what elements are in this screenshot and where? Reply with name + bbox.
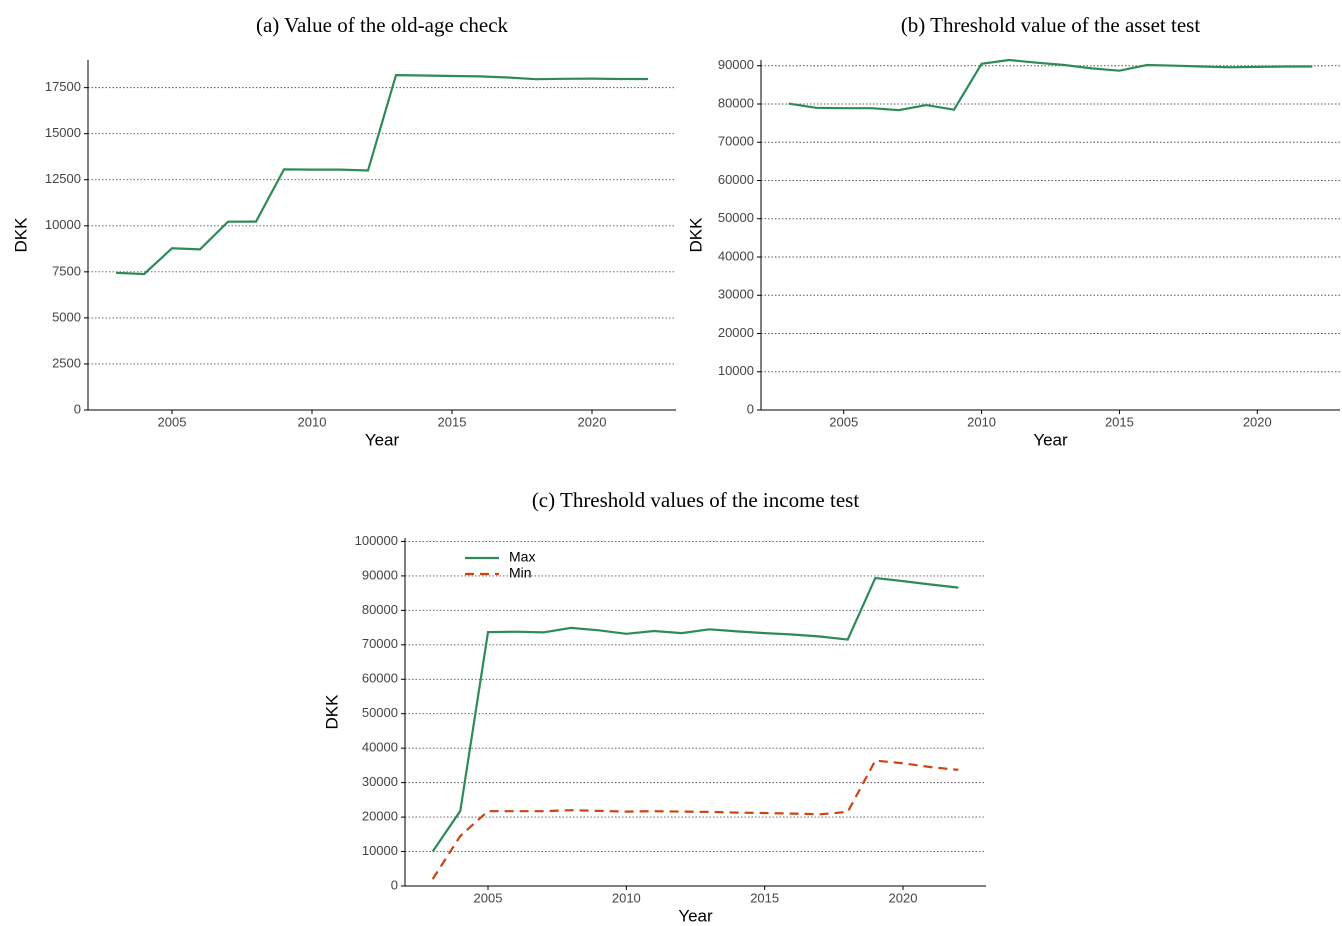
y-tick-label: 20000 (718, 325, 754, 340)
y-tick-label: 30000 (362, 774, 398, 789)
y-axis-label: DKK (322, 694, 341, 730)
x-axis-label: Year (678, 906, 713, 925)
y-tick-label: 40000 (362, 740, 398, 755)
y-tick-label: 7500 (52, 263, 81, 278)
chart-title: (a) Value of the old-age check (256, 13, 509, 37)
y-tick-label: 60000 (362, 671, 398, 686)
y-axis-label: DKK (686, 217, 705, 253)
x-tick-label: 2015 (438, 414, 467, 429)
y-tick-label: 0 (74, 401, 81, 416)
x-tick-label: 2015 (750, 890, 779, 905)
x-tick-label: 2005 (474, 890, 503, 905)
y-tick-label: 10000 (45, 217, 81, 232)
y-tick-label: 80000 (362, 602, 398, 617)
legend-label: Min (509, 565, 532, 581)
y-tick-label: 10000 (362, 843, 398, 858)
y-tick-label: 10000 (718, 363, 754, 378)
y-tick-label: 5000 (52, 309, 81, 324)
x-tick-label: 2020 (1243, 414, 1272, 429)
x-tick-label: 2020 (578, 414, 607, 429)
x-axis-label: Year (1033, 430, 1068, 449)
y-tick-label: 90000 (718, 57, 754, 72)
chart-title: (b) Threshold value of the asset test (901, 13, 1201, 37)
x-tick-label: 2010 (298, 414, 327, 429)
y-tick-label: 2500 (52, 355, 81, 370)
y-tick-label: 17500 (45, 79, 81, 94)
x-tick-label: 2005 (829, 414, 858, 429)
y-tick-label: 15000 (45, 125, 81, 140)
y-tick-label: 50000 (362, 705, 398, 720)
y-tick-label: 40000 (718, 248, 754, 263)
x-tick-label: 2010 (967, 414, 996, 429)
y-axis-label: DKK (11, 217, 30, 253)
y-tick-label: 20000 (362, 809, 398, 824)
series-line (431, 759, 959, 880)
y-tick-label: 70000 (718, 134, 754, 149)
y-tick-label: 60000 (718, 172, 754, 187)
y-tick-label: 70000 (362, 636, 398, 651)
y-tick-label: 0 (747, 401, 754, 416)
series-line (788, 58, 1313, 112)
y-tick-label: 0 (391, 877, 398, 892)
y-tick-label: 80000 (718, 95, 754, 110)
y-tick-label: 50000 (718, 210, 754, 225)
y-tick-label: 90000 (362, 567, 398, 582)
x-tick-label: 2005 (158, 414, 187, 429)
x-tick-label: 2010 (612, 890, 641, 905)
x-tick-label: 2020 (889, 890, 918, 905)
series-line (431, 576, 959, 853)
y-tick-label: 100000 (355, 533, 398, 548)
y-tick-label: 30000 (718, 287, 754, 302)
x-tick-label: 2015 (1105, 414, 1134, 429)
legend-label: Max (509, 549, 535, 565)
y-tick-label: 12500 (45, 171, 81, 186)
x-axis-label: Year (365, 430, 400, 449)
chart-title: (c) Threshold values of the income test (532, 488, 860, 512)
series-line (115, 73, 648, 276)
